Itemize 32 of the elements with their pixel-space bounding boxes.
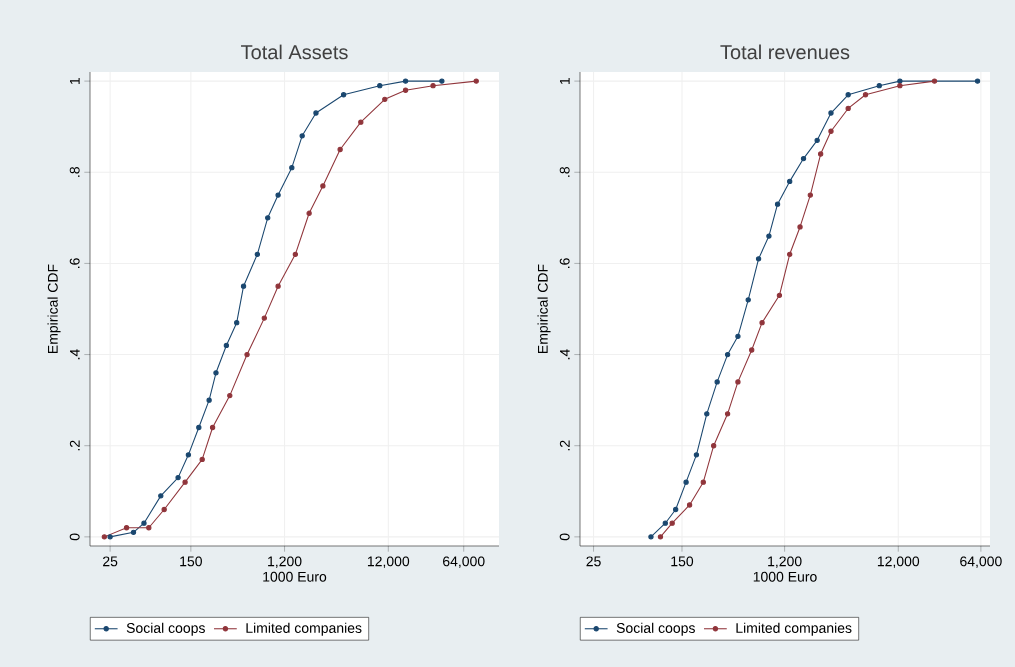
x-tick-label: 25 <box>103 556 118 567</box>
x-tick-label: 12,000 <box>367 556 410 568</box>
y-tick-label: 1 <box>560 77 570 84</box>
y-tick-label: 1 <box>70 77 80 84</box>
legend-label: Limited companies <box>246 622 362 636</box>
y-tick-label: .8 <box>69 167 80 177</box>
y-axis-title: Empirical CDF <box>537 264 551 353</box>
y-tick-label: 0 <box>559 533 570 541</box>
y-tick-label: 0 <box>69 533 80 541</box>
x-axis-title: 1000 Euro <box>263 571 327 582</box>
y-tick-label: .6 <box>69 258 80 268</box>
y-tick-label: .4 <box>70 349 80 360</box>
y-tick-label: .8 <box>559 167 570 177</box>
x-tick-label: 1,200 <box>768 556 802 568</box>
legend-label: Limited companies <box>736 622 852 636</box>
y-axis-title: Empirical CDF <box>47 264 61 353</box>
y-tick-label: .2 <box>69 440 80 451</box>
x-tick-label: 150 <box>180 556 202 567</box>
chart-title: Total Assets <box>241 44 348 60</box>
x-tick-label: 25 <box>586 556 601 567</box>
legend-label: Social coops <box>616 622 695 636</box>
y-tick-label: .4 <box>560 349 570 360</box>
x-tick-label: 12,000 <box>877 556 920 568</box>
x-tick-label: 64,000 <box>960 556 1002 568</box>
x-tick-label: 150 <box>671 556 694 567</box>
legend-label: Social coops <box>126 622 205 636</box>
x-tick-label: 1,200 <box>268 556 302 568</box>
chart-title: Total revenues <box>720 44 850 60</box>
x-tick-label: 64,000 <box>443 556 485 568</box>
y-tick-label: .6 <box>559 258 570 268</box>
x-axis-title: 1000 Euro <box>753 571 817 582</box>
y-tick-label: .2 <box>559 440 570 451</box>
